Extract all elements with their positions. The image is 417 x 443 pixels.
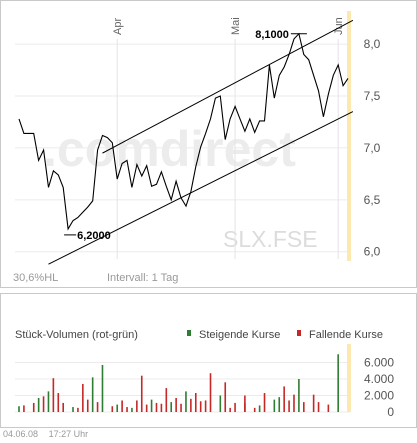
x-tick-label: Jun: [333, 17, 345, 35]
volume-y-tick-label: 6.000: [364, 356, 394, 370]
y-tick-label: 8,0: [364, 37, 381, 51]
volume-bar-falling: [23, 405, 25, 412]
volume-y-tick-label: 4.000: [364, 372, 394, 386]
volume-bar-falling: [165, 388, 168, 412]
volume-bar-falling: [155, 402, 158, 412]
footer-time: 17:27 Uhr: [48, 429, 89, 439]
volume-bar-falling: [82, 383, 84, 412]
volume-bar-falling: [57, 393, 60, 412]
volume-bar-rising: [101, 364, 104, 412]
x-tick-label: Apr: [112, 18, 124, 35]
volume-bar-falling: [224, 382, 227, 412]
volume-bar-falling: [244, 395, 246, 412]
volume-bar-rising: [219, 395, 222, 412]
volume-bar-falling: [86, 399, 89, 412]
volume-bar-falling: [234, 402, 236, 412]
volume-bar-rising: [18, 406, 20, 412]
volume-bar-rising: [91, 377, 94, 412]
volume-chart-title: Stück-Volumen (rot-grün): [15, 329, 138, 341]
volume-chart: Stück-Volumen (rot-grün) Steigende Kurse…: [15, 329, 394, 419]
volume-bar-falling: [263, 393, 266, 412]
trendline: [48, 111, 354, 265]
volume-bar-rising: [150, 399, 153, 412]
volume-bar-falling: [140, 375, 143, 412]
y-tick-label: 7,0: [364, 141, 381, 155]
volume-bar-falling: [32, 402, 35, 412]
volume-bar-rising: [116, 404, 119, 412]
footer-date: 04.06.08: [3, 429, 39, 439]
volume-y-tick-label: 2.000: [364, 389, 394, 403]
volume-bar-rising: [170, 402, 173, 412]
volume-y-tick-label: 0: [387, 405, 394, 419]
volume-bar-rising: [185, 391, 187, 412]
volume-bar-falling: [327, 404, 330, 412]
watermark-logo: .comdirect: [43, 121, 296, 177]
legend-swatch-falling: [297, 330, 301, 336]
volume-bar-falling: [42, 396, 45, 412]
trendline: [102, 19, 354, 154]
volume-bar-falling: [190, 398, 192, 412]
volume-bar-falling: [194, 393, 197, 412]
volume-bar-falling: [96, 402, 99, 412]
legend-label-falling: Fallende Kurse: [309, 329, 383, 341]
volume-bar-falling: [52, 378, 55, 412]
volume-bar-falling: [288, 400, 290, 412]
symbol-label: SLX.FSE: [223, 226, 318, 252]
volume-bar-falling: [229, 407, 231, 412]
y-tick-label: 6,5: [364, 193, 381, 207]
legend-label-rising: Steigende Kurse: [199, 329, 280, 341]
volume-bar-falling: [62, 402, 64, 412]
volume-bar-falling: [77, 407, 79, 412]
volume-bar-falling: [145, 404, 148, 412]
volume-bar-rising: [337, 354, 339, 412]
volume-bar-falling: [175, 397, 177, 412]
volume-bar-falling: [283, 386, 285, 412]
volume-bar-falling: [199, 401, 202, 412]
volume-bar-falling: [253, 407, 256, 412]
volume-bar-falling: [180, 403, 182, 412]
price-chart: .comdirect SLX.FSE 6,0 6,5 7,0 7,5 8,0 Apr Ma…: [13, 11, 381, 284]
volume-bar-falling: [121, 400, 123, 412]
current-day-highlight: [347, 344, 351, 412]
volume-bar-rising: [278, 397, 281, 412]
volume-bar-rising: [72, 407, 74, 412]
volume-bar-rising: [131, 407, 133, 412]
volume-bar-rising: [47, 391, 50, 412]
volume-bar-rising: [37, 397, 40, 412]
volume-bar-falling: [303, 402, 305, 412]
current-day-highlight: [347, 11, 351, 261]
volume-bar-falling: [317, 402, 320, 412]
volume-bar-falling: [293, 394, 295, 412]
volume-bar-falling: [136, 400, 138, 412]
volume-bar-falling: [126, 407, 128, 412]
volume-bar-falling: [204, 400, 207, 412]
interval-label: Intervall: 1 Tag: [107, 272, 178, 284]
y-tick-label: 6,0: [364, 245, 381, 259]
footer-timestamp: 04.06.08 17:27 Uhr: [3, 429, 96, 439]
volume-bar-rising: [273, 399, 276, 412]
volume-bar-falling: [160, 403, 163, 412]
volume-bar-falling: [312, 394, 315, 412]
price-chart-panel: .comdirect SLX.FSE 6,0 6,5 7,0 7,5 8,0 Apr Ma…: [0, 0, 417, 288]
volume-bar-falling: [209, 373, 212, 412]
volume-chart-panel: Stück-Volumen (rot-grün) Steigende Kurse…: [0, 293, 417, 428]
volume-bar-falling: [111, 406, 114, 412]
legend-swatch-rising: [187, 330, 191, 336]
low-annotation: 6,2000: [77, 230, 111, 242]
high-annotation: 8,1000: [255, 29, 289, 41]
volatility-label: 30,6%HL: [13, 272, 58, 284]
price-line: [18, 32, 349, 231]
x-tick-label: Mai: [230, 17, 242, 35]
volume-bar-rising: [298, 379, 300, 412]
y-tick-label: 7,5: [364, 89, 381, 103]
volume-bar-rising: [258, 405, 261, 412]
